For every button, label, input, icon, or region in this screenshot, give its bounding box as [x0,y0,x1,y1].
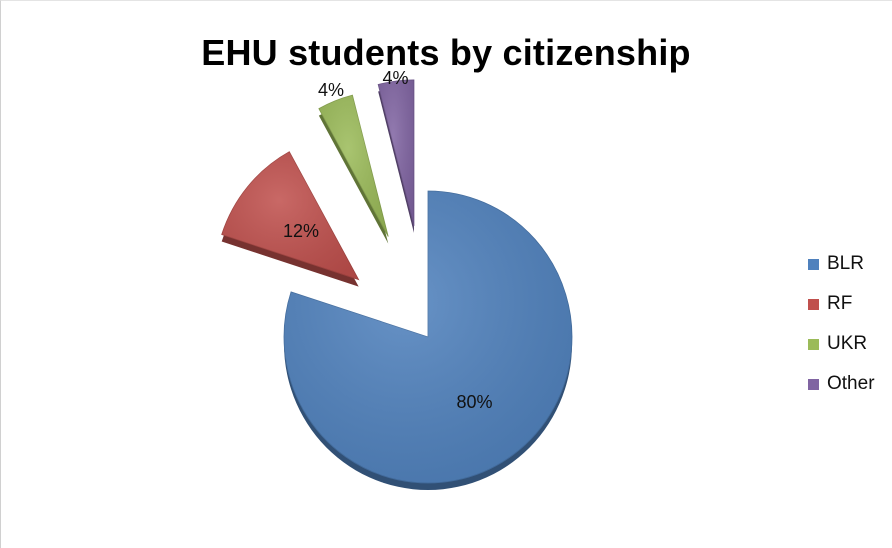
legend-swatch-other [808,378,819,390]
pie-slice-shade-rf [221,151,359,280]
legend-item-rf: RF [808,284,875,324]
data-label-blr: 80% [457,392,493,412]
legend-label-other: Other [827,373,875,394]
legend-item-other: Other [808,364,875,404]
data-label-rf: 12% [283,221,319,241]
legend-item-ukr: UKR [808,324,875,364]
legend-swatch-ukr [808,338,819,350]
chart-title: EHU students by citizenship [201,32,691,73]
pie-slice-shade-ukr [318,95,389,237]
pie-slice-shade-blr [283,191,573,483]
data-label-other: 4% [383,68,409,88]
legend-swatch-blr [808,258,819,270]
data-label-ukr: 4% [318,80,344,100]
pie-slice-shade-other [378,79,414,226]
legend-label-blr: BLR [827,253,864,274]
legend-swatch-rf [808,298,819,310]
legend-label-rf: RF [827,293,853,314]
legend: BLR RF UKR Other [808,244,875,404]
legend-label-ukr: UKR [827,333,868,354]
legend-item-blr: BLR [808,244,875,284]
